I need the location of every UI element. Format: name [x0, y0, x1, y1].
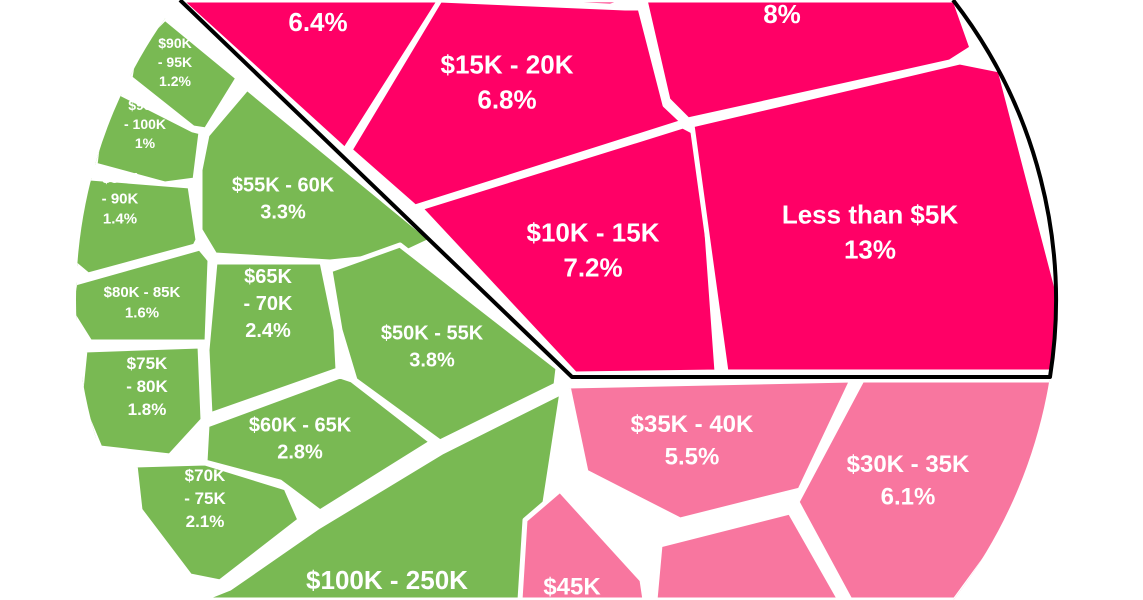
cell-label: $50K - 55K: [381, 323, 484, 345]
cell-label: - 95K: [158, 54, 192, 70]
cell-label: Less than $5K: [782, 200, 959, 230]
cell-label: - 75K: [184, 489, 226, 508]
cell-green: [132, 460, 303, 585]
cell-pink: [652, 509, 843, 600]
cell-value: 2.4%: [245, 320, 291, 342]
cell-green: [204, 259, 341, 418]
cell-label: $35K - 40K: [631, 411, 754, 438]
cell-label: $100K - 250K: [306, 565, 468, 595]
cell-value: 1%: [135, 135, 156, 151]
cell-magenta: [689, 59, 1056, 375]
cell-green: [327, 242, 561, 445]
cell-label: - 70K: [244, 293, 293, 315]
cell-value: 6.1%: [881, 484, 936, 511]
cell-value: 6.8%: [477, 85, 536, 115]
cell-label: - 90K: [102, 190, 139, 207]
cell-label: $75K: [127, 354, 168, 373]
cell-label: $10K - 15K: [527, 218, 660, 248]
cell-label: $65K: [244, 266, 292, 288]
cell-value: 1.6%: [125, 304, 159, 321]
cell-value: 3.3%: [260, 202, 306, 224]
cell-pink: [517, 487, 648, 600]
cell-label: $85K: [102, 170, 138, 187]
cell-value: 7.2%: [563, 253, 622, 283]
cell-label: $30K - 35K: [847, 451, 970, 478]
cell-label: $55K - 60K: [232, 175, 335, 197]
cell-value: 6.4%: [288, 7, 347, 37]
cell-value: 3.8%: [409, 350, 455, 372]
cell-label: $95K: [128, 97, 161, 113]
cell-pink: [565, 377, 855, 523]
cell-label: $90K: [158, 35, 191, 51]
cell-label: - 80K: [126, 377, 168, 396]
cell-green: [197, 85, 435, 265]
cell-value: 8%: [763, 0, 801, 29]
cell-value: 1.2%: [159, 73, 191, 89]
cell-value: 5.5%: [665, 444, 720, 471]
cell-value: 13%: [844, 235, 896, 265]
cell-label: $80K - 85K: [104, 284, 181, 301]
cell-value: 1.4%: [103, 211, 137, 228]
cell-label: $45K: [543, 573, 601, 600]
cell-green: [197, 389, 565, 600]
magenta-group-outline: [178, 0, 1058, 379]
cell-magenta: [347, 0, 686, 210]
cell-value: 2.1%: [186, 512, 225, 531]
cell-label: $15K - 20K: [441, 50, 574, 80]
cell-green: [76, 175, 201, 278]
cell-label: - 100K: [124, 116, 166, 132]
cell-value: 2.8%: [277, 442, 323, 464]
cell-label: $70K: [185, 466, 226, 485]
cell-magenta: [447, 0, 639, 9]
cell-label: $60K - 65K: [249, 415, 352, 437]
cell-value: 1.8%: [128, 400, 167, 419]
